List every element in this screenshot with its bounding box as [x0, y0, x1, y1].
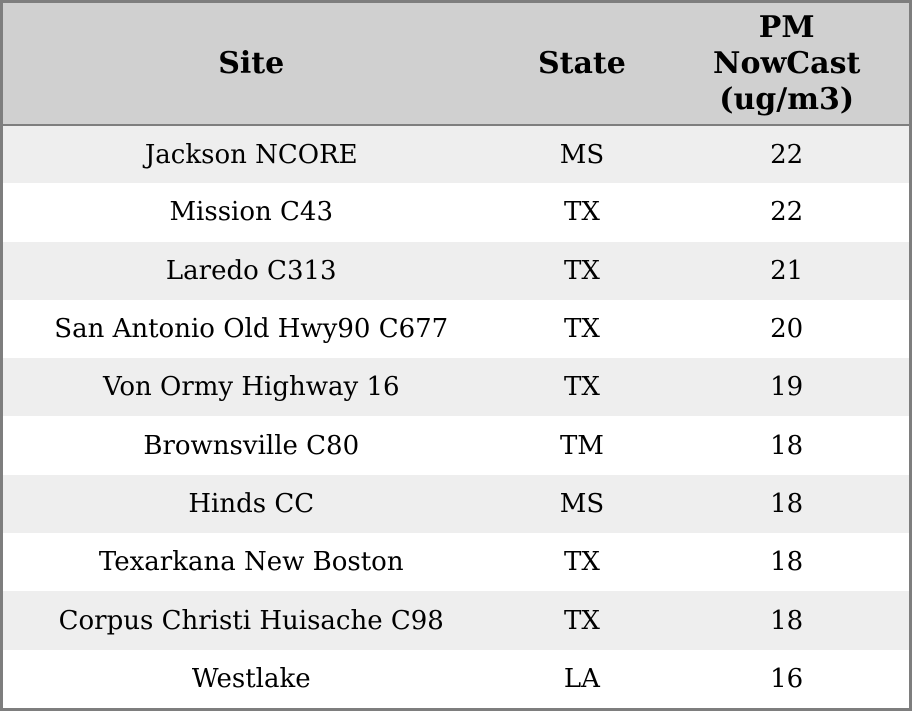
state-cell: LA [563, 663, 600, 694]
header-row: Site State PM NowCast (ug/m3) [3, 3, 909, 126]
pm-value-cell: 18 [770, 488, 804, 519]
site-cell: San Antonio Old Hwy90 C677 [54, 314, 449, 345]
state-cell: MS [559, 139, 605, 170]
pm-value-cell: 16 [770, 663, 804, 694]
state-cell: TX [564, 547, 600, 578]
table-row: Corpus Christi Huisache C98 TX 18 [3, 591, 909, 650]
pm-value-cell: 21 [770, 255, 804, 286]
table-row: Jackson NCORE MS 22 [3, 125, 909, 184]
table-row: Brownsville C80 TM 18 [3, 416, 909, 475]
pm-value-cell: 18 [770, 605, 804, 636]
site-cell: Brownsville C80 [143, 430, 360, 461]
pm-value-cell: 18 [770, 430, 804, 461]
site-cell: Laredo C313 [165, 255, 337, 286]
site-cell: Texarkana New Boston [98, 547, 404, 578]
table-header: Site State PM NowCast (ug/m3) [3, 3, 909, 126]
pm-value-cell: 19 [770, 372, 804, 403]
table-row: Hinds CC MS 18 [3, 474, 909, 534]
pm-value-cell: 22 [770, 197, 804, 228]
state-cell: TX [564, 372, 600, 403]
state-cell: TX [564, 605, 600, 636]
pm-value-cell: 18 [770, 547, 804, 578]
state-cell: TM [559, 430, 604, 461]
table-row: Texarkana New Boston TX 18 [3, 533, 909, 592]
state-cell: TX [564, 255, 600, 286]
column-header-pm-nowcast: PM NowCast (ug/m3) [664, 3, 909, 126]
pm-value-cell: 20 [770, 314, 804, 345]
site-cell: Mission C43 [169, 197, 334, 228]
site-cell: Von Ormy Highway 16 [102, 372, 400, 403]
table-row: Westlake LA 16 [3, 649, 909, 708]
table-row: Mission C43 TX 22 [3, 183, 909, 242]
state-cell: TX [564, 314, 600, 345]
state-cell: MS [559, 488, 605, 519]
column-header-state: State [499, 3, 665, 126]
pm-value-cell: 22 [770, 139, 804, 170]
table-row: Laredo C313 TX 21 [3, 241, 909, 300]
site-cell: Hinds CC [188, 488, 315, 519]
table-row: Von Ormy Highway 16 TX 19 [3, 358, 909, 417]
table-row: San Antonio Old Hwy90 C677 TX 20 [3, 299, 909, 359]
state-cell: TX [564, 197, 600, 228]
site-cell: Westlake [191, 663, 311, 694]
data-table: Site State PM NowCast (ug/m3) Jackson NC… [3, 3, 909, 708]
site-cell: Jackson NCORE [144, 139, 358, 170]
site-cell: Corpus Christi Huisache C98 [58, 605, 444, 636]
table-body: Jackson NCORE MS 22 Mission C43 TX 22 Laredo C… [3, 125, 909, 708]
column-header-site: Site [3, 3, 500, 126]
